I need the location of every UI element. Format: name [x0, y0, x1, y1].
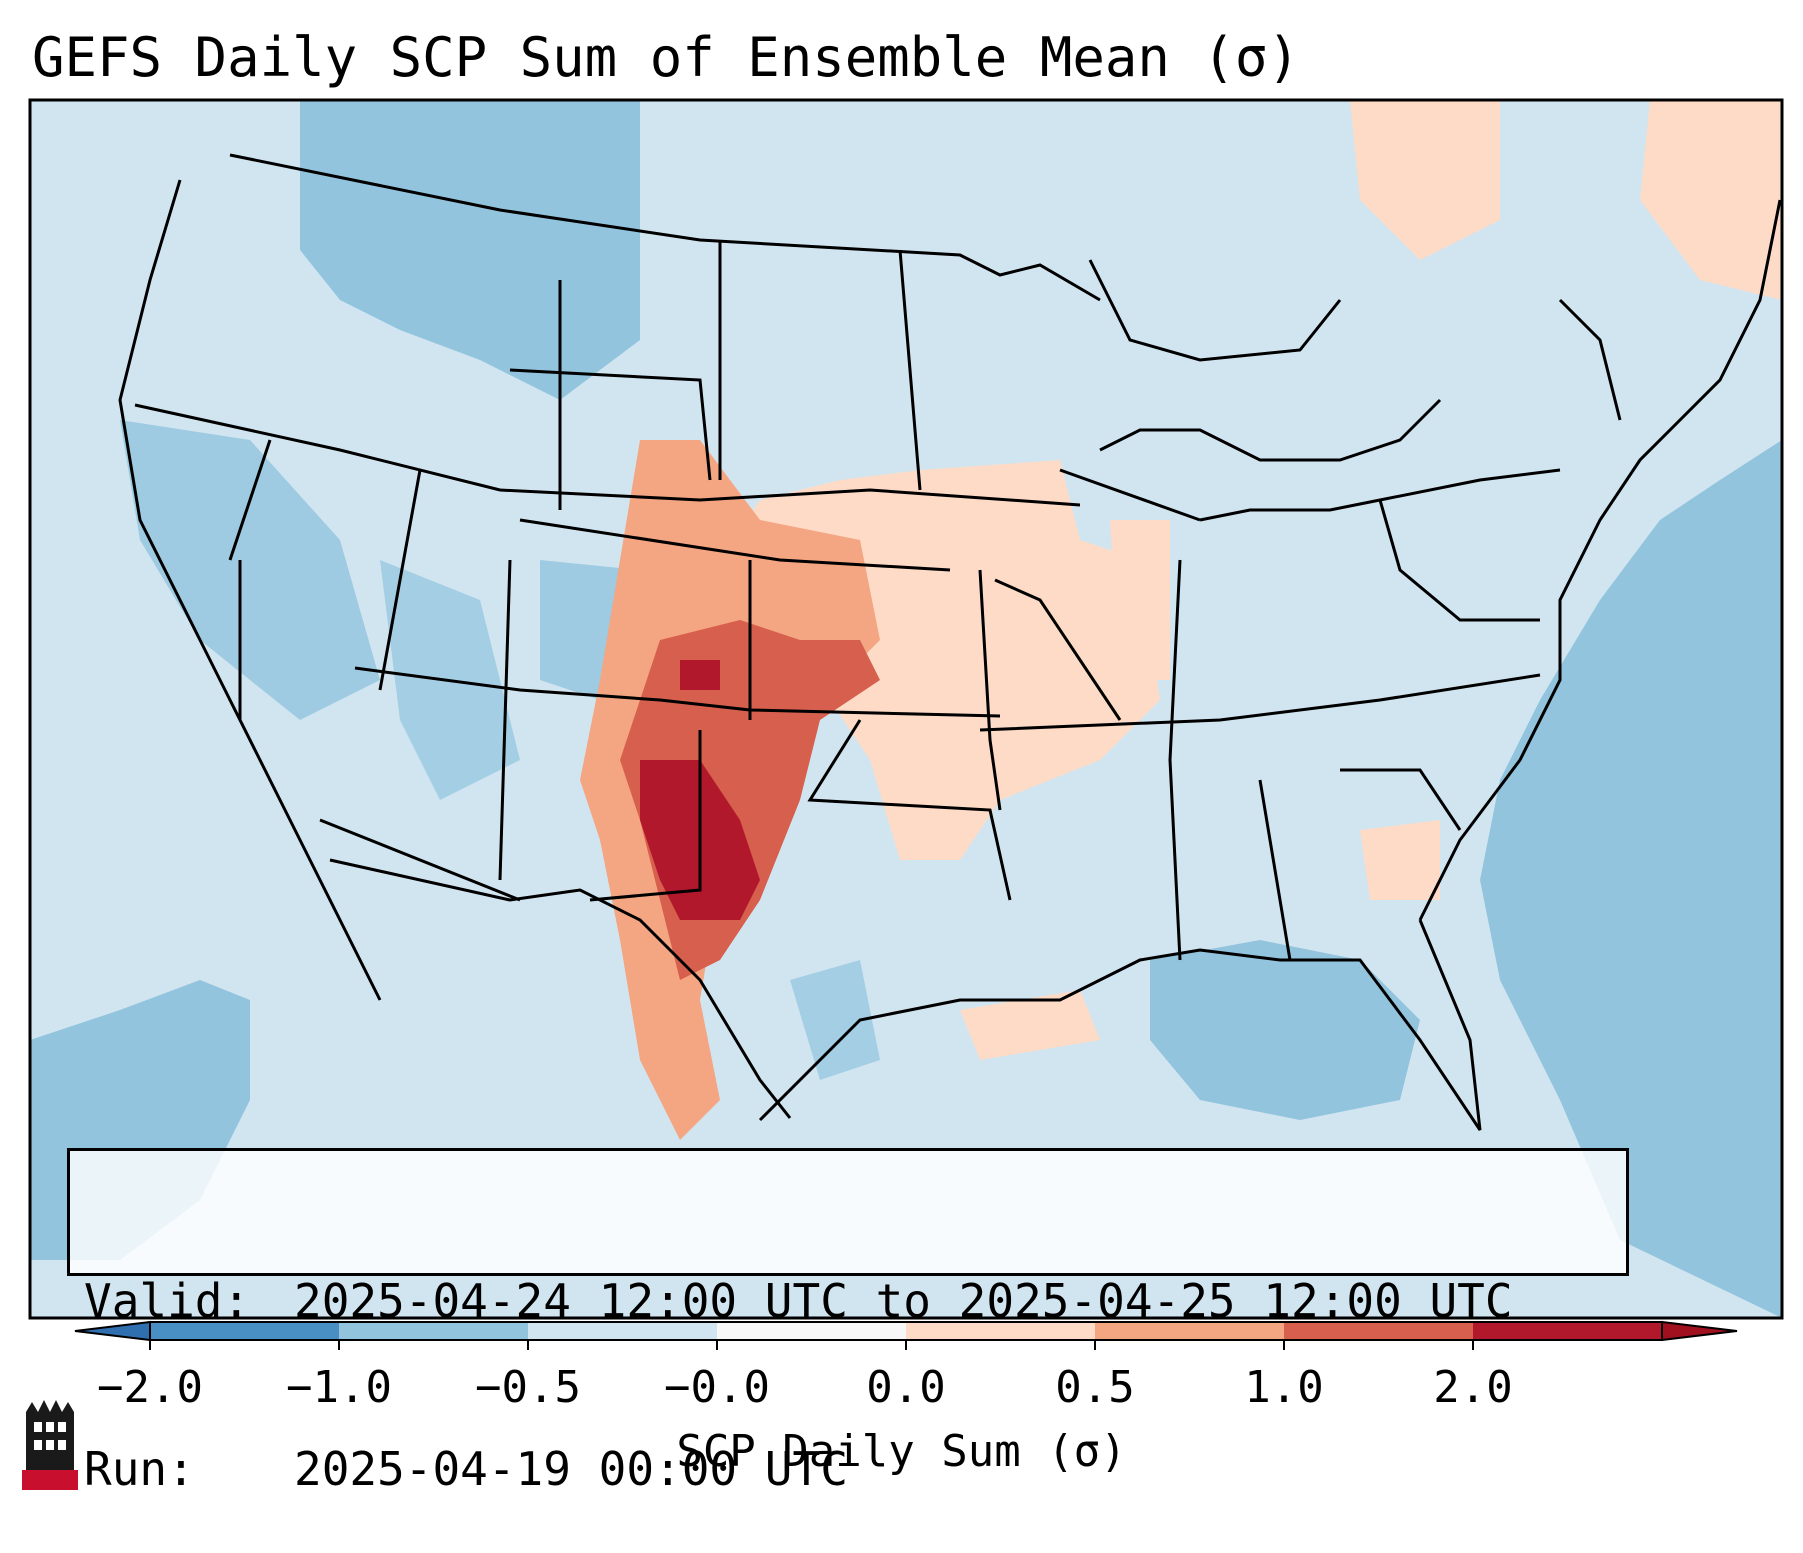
colorbar-tick-label: −2.0: [97, 1362, 203, 1413]
colorbar-segment: [1473, 1322, 1662, 1340]
northeast-positive-region: [1350, 100, 1500, 260]
valid-run-box: Valid: 2025-04-24 12:00 UTC to 2025-04-25…: [67, 1148, 1629, 1496]
colorbar-tick-label: 1.0: [1244, 1362, 1324, 1413]
run-label: Run:: [84, 1442, 195, 1496]
colorbar: [74, 1320, 1738, 1350]
texas-coast-positive-region: [960, 990, 1100, 1060]
colorbar-tick-label: −0.0: [664, 1362, 770, 1413]
colorbar-segment: [717, 1322, 906, 1340]
gulf-region: [1150, 940, 1420, 1120]
colorbar-segment: [150, 1322, 339, 1340]
valid-label: Valid:: [84, 1274, 251, 1328]
map-figure: [28, 98, 1784, 1350]
baja-region: [790, 960, 880, 1080]
georgia-positive-region: [1360, 820, 1440, 900]
colorbar-extend-high: [1661, 1320, 1738, 1342]
map-title: GEFS Daily SCP Sum of Ensemble Mean (σ): [32, 26, 1300, 89]
west-region: [120, 420, 380, 720]
colorbar-segment: [906, 1322, 1095, 1340]
colorbar-segment: [1095, 1322, 1284, 1340]
colorbar-segment: [528, 1322, 717, 1340]
colorbar-label: SCP Daily Sum (σ): [676, 1426, 1127, 1477]
colorbar-segment: [339, 1322, 528, 1340]
atlantic-ocean-region: [1480, 440, 1782, 1318]
dodge-max-region: [680, 660, 720, 690]
colorbar-tick-label: 0.5: [1055, 1362, 1135, 1413]
run-value: 2025-04-19 00:00 UTC: [294, 1442, 848, 1496]
montana-idaho-region: [300, 100, 640, 400]
map-plot-area: [30, 100, 1782, 1318]
map-frame: [28, 98, 1784, 1320]
valid-value: 2025-04-24 12:00 UTC to 2025-04-25 12:00…: [294, 1274, 1513, 1328]
boundary-lines: [118, 153, 1782, 1131]
illinois-positive-region: [1110, 520, 1170, 680]
colorbar-tick-label: −1.0: [286, 1362, 392, 1413]
colorbar-segment: [1284, 1322, 1473, 1340]
niu-logo-icon: [22, 1400, 78, 1490]
colorbar-tick-label: 0.0: [866, 1362, 946, 1413]
maritimes-positive-region: [1640, 100, 1782, 300]
colorbar-tick-label: 2.0: [1433, 1362, 1513, 1413]
colorbar-tick-label: −0.5: [475, 1362, 581, 1413]
